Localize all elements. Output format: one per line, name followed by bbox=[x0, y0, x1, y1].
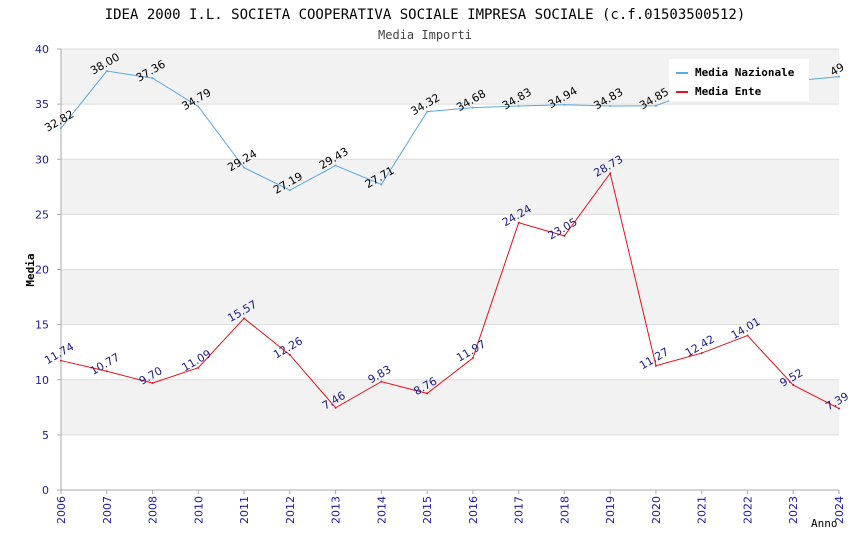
data-point bbox=[197, 105, 200, 108]
plot-band bbox=[61, 434, 839, 490]
chart-title: IDEA 2000 I.L. SOCIETA COOPERATIVA SOCIA… bbox=[105, 7, 746, 23]
data-point bbox=[700, 352, 703, 355]
data-point bbox=[838, 75, 840, 78]
y-tick-label: 15 bbox=[35, 319, 49, 332]
legend-label-media-nazionale: Media Nazionale bbox=[695, 66, 795, 79]
x-tick-label: 2022 bbox=[741, 496, 754, 524]
data-point bbox=[609, 104, 612, 107]
x-axis-label: Anno bbox=[811, 517, 838, 530]
legend-label-media-ente: Media Ente bbox=[695, 85, 762, 98]
data-point bbox=[609, 172, 612, 175]
data-point bbox=[838, 407, 840, 410]
data-point bbox=[517, 104, 520, 107]
y-tick-label: 10 bbox=[35, 374, 49, 387]
y-tick-label: 5 bbox=[42, 429, 49, 442]
data-point bbox=[105, 70, 108, 73]
series-line-1 bbox=[60, 172, 840, 409]
x-tick-labels: 2006 2007 2008 2010 2011 2012 2013 2014 2015 2016… bbox=[55, 496, 846, 524]
data-point bbox=[197, 366, 200, 369]
y-tick-label: 35 bbox=[35, 98, 49, 111]
x-tick-label: 2016 bbox=[467, 496, 480, 524]
x-tick-label: 2018 bbox=[558, 496, 571, 524]
plot-band bbox=[61, 159, 839, 215]
data-point bbox=[654, 364, 657, 367]
y-tick-label: 0 bbox=[42, 484, 49, 497]
data-point bbox=[334, 406, 337, 409]
y-tick-labels: 0 5 10 15 20 25 30 35 40 bbox=[35, 43, 49, 497]
x-tick-label: 2013 bbox=[330, 496, 343, 524]
plot-band bbox=[61, 324, 839, 380]
data-point bbox=[334, 164, 337, 167]
y-tick-label: 25 bbox=[35, 208, 49, 221]
data-label: 49 bbox=[828, 61, 847, 79]
data-point bbox=[517, 221, 520, 224]
plot-band bbox=[61, 379, 839, 435]
x-tick-label: 2017 bbox=[513, 496, 526, 524]
x-tick-label: 2020 bbox=[650, 496, 663, 524]
chart-subtitle: Media Importi bbox=[378, 28, 472, 42]
data-point bbox=[563, 234, 566, 237]
data-point bbox=[426, 392, 429, 395]
x-tick-label: 2024 bbox=[833, 496, 846, 524]
data-point bbox=[288, 189, 291, 192]
data-point bbox=[60, 127, 62, 130]
data-point bbox=[380, 183, 383, 186]
legend: Media Nazionale Media Ente bbox=[669, 59, 809, 101]
data-point bbox=[151, 77, 154, 80]
data-point bbox=[380, 380, 383, 383]
legend-box bbox=[669, 59, 809, 101]
plot-band bbox=[61, 104, 839, 160]
data-point bbox=[105, 370, 108, 373]
data-point bbox=[471, 106, 474, 109]
data-point bbox=[746, 334, 749, 337]
plot-band bbox=[61, 214, 839, 270]
x-tick-label: 2011 bbox=[238, 496, 251, 524]
data-point bbox=[151, 382, 154, 385]
x-tick-label: 2010 bbox=[192, 496, 205, 524]
y-axis-label: Media bbox=[24, 253, 37, 286]
data-point bbox=[792, 384, 795, 387]
y-tick-label: 40 bbox=[35, 43, 49, 56]
y-tick-label: 30 bbox=[35, 153, 49, 166]
data-point bbox=[243, 317, 246, 320]
data-point bbox=[563, 103, 566, 106]
x-tick-label: 2023 bbox=[787, 496, 800, 524]
data-point bbox=[60, 359, 62, 362]
x-tick-label: 2014 bbox=[375, 496, 388, 524]
data-point bbox=[426, 110, 429, 113]
plot-background bbox=[61, 49, 839, 490]
x-tick-label: 2006 bbox=[55, 496, 68, 524]
x-tick-label: 2012 bbox=[284, 496, 297, 524]
x-tick-label: 2007 bbox=[101, 496, 114, 524]
data-point bbox=[288, 353, 291, 356]
plot-band bbox=[61, 269, 839, 325]
x-tick-label: 2008 bbox=[147, 496, 160, 524]
x-tick-label: 2015 bbox=[421, 496, 434, 524]
data-point bbox=[654, 104, 657, 107]
x-tick-label: 2019 bbox=[604, 496, 617, 524]
x-tick-label: 2021 bbox=[696, 496, 709, 524]
data-point bbox=[243, 166, 246, 169]
data-point bbox=[471, 357, 474, 360]
y-tick-label: 20 bbox=[35, 264, 49, 277]
